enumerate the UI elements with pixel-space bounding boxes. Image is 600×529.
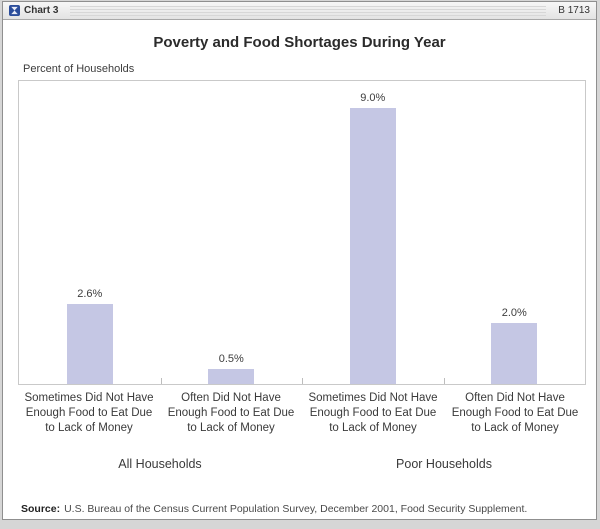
bar-cell-1: 2.6% [19, 81, 161, 384]
source-text: U.S. Bureau of the Census Current Popula… [64, 503, 528, 515]
plot-area: 2.6% 0.5% 9.0% 2.0% [18, 80, 586, 385]
bar-value-label: 2.0% [501, 307, 527, 319]
chart-app-icon [9, 5, 20, 16]
y-axis-label: Percent of Households [23, 63, 135, 75]
bar-all-sometimes [66, 304, 113, 384]
category-label-3: Sometimes Did Not Have Enough Food to Ea… [308, 392, 438, 434]
bar-cell-2: 0.5% [161, 81, 303, 384]
bar-value-label: 0.5% [218, 353, 244, 365]
axis-tick [160, 378, 162, 384]
group-label-all-households: All Households [118, 457, 202, 471]
category-labels-row: Sometimes Did Not Have Enough Food to Ea… [18, 391, 586, 436]
window-title: Chart 3 [24, 5, 59, 16]
source-label: Source: [21, 503, 61, 515]
category-label-2: Often Did Not Have Enough Food to Eat Du… [167, 392, 295, 434]
bar-value-label: 2.6% [77, 288, 103, 300]
chart-title: Poverty and Food Shortages During Year [153, 34, 446, 51]
bar-poor-often [491, 323, 538, 384]
chart-content: Poverty and Food Shortages During Year P… [3, 20, 596, 519]
bar-value-label: 9.0% [360, 92, 386, 104]
bar-cell-4: 2.0% [444, 81, 586, 384]
window-badge: B 1713 [558, 5, 590, 16]
category-label-1: Sometimes Did Not Have Enough Food to Ea… [24, 392, 154, 434]
bar-cell-3: 9.0% [302, 81, 444, 384]
group-labels-row: All Households Poor Households [18, 457, 586, 471]
group-label-poor-households: Poor Households [396, 457, 492, 471]
window-titlebar[interactable]: Chart 3 B 1713 [3, 2, 596, 20]
chart-window: Chart 3 B 1713 Poverty and Food Shortage… [2, 1, 597, 520]
axis-tick [302, 378, 303, 384]
titlebar-pinstripes [70, 5, 547, 16]
axis-tick [443, 378, 445, 384]
source-note: Source: U.S. Bureau of the Census Current… [21, 503, 581, 515]
bar-poor-sometimes [349, 108, 396, 384]
category-label-4: Often Did Not Have Enough Food to Eat Du… [451, 392, 579, 434]
bar-all-often [208, 369, 255, 384]
